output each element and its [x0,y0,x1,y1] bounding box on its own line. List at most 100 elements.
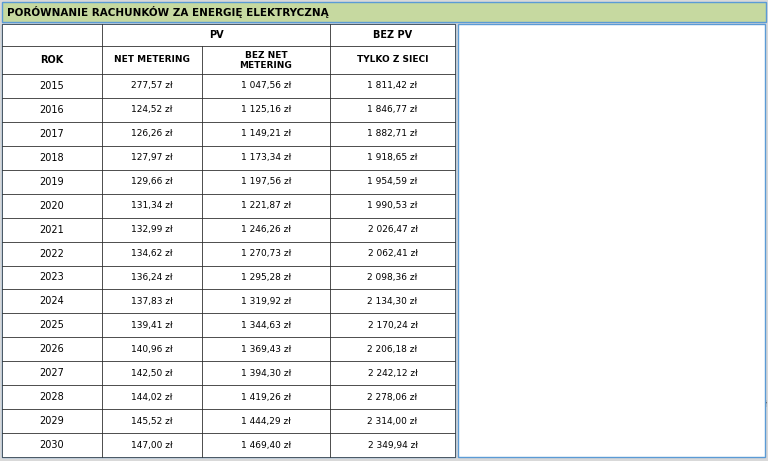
Text: 140,96 zł: 140,96 zł [131,345,173,354]
Text: 147,00 zł: 147,00 zł [131,441,173,449]
Bar [496,105,723,110]
Bar [496,314,614,319]
Bar [496,296,509,301]
Text: 2022: 2022 [40,248,65,259]
Text: 2024: 2024 [40,296,65,307]
Text: NET METERING: NET METERING [114,55,190,65]
Text: 2 062,41 zł: 2 062,41 zł [368,249,418,258]
Text: 1 811,42 zł: 1 811,42 zł [367,82,418,90]
Text: 1 882,71 zł: 1 882,71 zł [367,130,418,138]
Text: 2 134,30 zł: 2 134,30 zł [367,297,418,306]
Bar [496,228,510,233]
Bar [496,355,683,359]
Text: 1 197,56 zł: 1 197,56 zł [241,177,291,186]
Bar [496,114,511,119]
Text: 2018: 2018 [40,153,65,163]
Text: 2 206,18 zł: 2 206,18 zł [367,345,418,354]
Bar [496,205,510,210]
Bar [496,173,712,177]
Bar [496,127,719,132]
Bar [496,59,730,64]
Text: 1 221,87 zł: 1 221,87 zł [241,201,291,210]
Text: 2025: 2025 [40,320,65,331]
Text: 2028: 2028 [40,392,65,402]
Text: 137,83 zł: 137,83 zł [131,297,173,306]
Text: 1 319,92 zł: 1 319,92 zł [241,297,291,306]
Text: 2030: 2030 [40,440,65,450]
Bar [496,69,511,74]
Bar [496,246,622,251]
Text: BEZ NET: BEZ NET [245,52,287,60]
Legend: TYLKO Z SIECI, BEZ NET METERING, NET METERING: TYLKO Z SIECI, BEZ NET METERING, NET MET… [479,433,744,449]
Bar [496,382,602,387]
Bar [496,364,508,369]
Text: 136,24 zł: 136,24 zł [131,273,173,282]
Bar [496,342,508,347]
Text: 2 278,06 zł: 2 278,06 zł [367,393,418,402]
Bar [496,132,634,137]
Bar [496,87,640,92]
Text: 2027: 2027 [40,368,65,378]
Text: METERING: METERING [240,60,293,70]
Text: 2021: 2021 [40,225,65,235]
Text: 2016: 2016 [40,105,65,115]
Text: 1 419,26 zł: 1 419,26 zł [241,393,291,402]
Bar [496,177,630,183]
Bar [496,155,632,160]
Bar [496,64,642,69]
Text: 142,50 zł: 142,50 zł [131,369,173,378]
Bar [496,137,510,142]
Bar [496,359,610,364]
Text: 2 314,00 zł: 2 314,00 zł [367,417,418,426]
Text: 1 954,59 zł: 1 954,59 zł [367,177,418,186]
Bar [496,41,644,47]
Text: 1 173,34 zł: 1 173,34 zł [241,153,291,162]
Text: 139,41 zł: 139,41 zł [131,321,173,330]
Bar [496,47,511,51]
Text: 2 026,47 zł: 2 026,47 zł [368,225,418,234]
Bar [496,36,733,41]
Bar [496,92,511,97]
Text: PV: PV [209,30,223,40]
Text: 1 469,40 zł: 1 469,40 zł [241,441,291,449]
Text: 145,52 zł: 145,52 zł [131,417,173,426]
Text: 126,26 zł: 126,26 zł [131,130,173,138]
Text: 2017: 2017 [40,129,65,139]
Text: 1 846,77 zł: 1 846,77 zł [367,106,418,114]
Text: 1 918,65 zł: 1 918,65 zł [367,153,418,162]
Bar [496,331,687,337]
Bar [496,201,627,205]
Bar [496,337,612,342]
Text: 1 149,21 zł: 1 149,21 zł [241,130,291,138]
Bar [496,377,679,382]
Text: 1 246,26 zł: 1 246,26 zł [241,225,291,234]
Bar [496,160,510,165]
Text: 134,62 zł: 134,62 zł [131,249,173,258]
Text: 124,52 zł: 124,52 zł [131,106,173,114]
Text: 1 394,30 zł: 1 394,30 zł [241,369,291,378]
Bar [496,251,509,256]
Text: 1 047,56 zł: 1 047,56 zł [241,82,291,90]
Text: 1 270,73 zł: 1 270,73 zł [241,249,291,258]
Text: 144,02 zł: 144,02 zł [131,393,173,402]
Bar [496,82,727,87]
Bar [496,183,510,188]
Text: 2 170,24 zł: 2 170,24 zł [368,321,418,330]
Bar [496,268,620,273]
Text: 2023: 2023 [40,272,65,283]
Bar [496,387,524,392]
Text: 1 295,28 zł: 1 295,28 zł [241,273,291,282]
Text: 1 444,29 zł: 1 444,29 zł [241,417,291,426]
Text: PORÓWNANIE RACHUNKÓW ZA ENERGIĘ ELEKTRYCZNĄ: PORÓWNANIE RACHUNKÓW ZA ENERGIĘ ELEKTRYC… [7,6,329,18]
Text: 129,66 zł: 129,66 zł [131,177,173,186]
Text: TYLKO Z SIECI: TYLKO Z SIECI [357,55,429,65]
Bar [496,319,509,324]
Text: ROK: ROK [41,55,64,65]
Text: 1 990,53 zł: 1 990,53 zł [367,201,418,210]
Text: 2019: 2019 [40,177,65,187]
Bar [496,150,716,155]
Bar [496,218,704,223]
Bar [496,291,617,296]
Text: 2026: 2026 [40,344,65,355]
Text: 277,57 zł: 277,57 zł [131,82,173,90]
